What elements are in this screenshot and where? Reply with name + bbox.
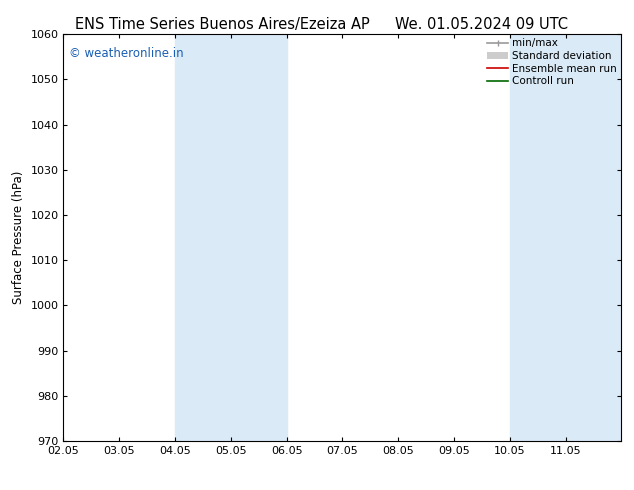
Title: ENS Time Series Buenos Aires/Ezeiza AP     We. 01.05.2024 09 UTC: ENS Time Series Buenos Aires/Ezeiza AP W… [0, 489, 1, 490]
Bar [510, 34, 621, 441]
Text: ENS Time Series Buenos Aires/Ezeiza AP: ENS Time Series Buenos Aires/Ezeiza AP [75, 17, 369, 32]
Text: © weatheronline.in: © weatheronline.in [69, 47, 184, 59]
Y-axis label: Surface Pressure (hPa): Surface Pressure (hPa) [12, 171, 25, 304]
Bar [175, 34, 287, 441]
Legend: min/max, Standard deviation, Ensemble mean run, Controll run: min/max, Standard deviation, Ensemble me… [486, 37, 618, 87]
Text: We. 01.05.2024 09 UTC: We. 01.05.2024 09 UTC [396, 17, 568, 32]
